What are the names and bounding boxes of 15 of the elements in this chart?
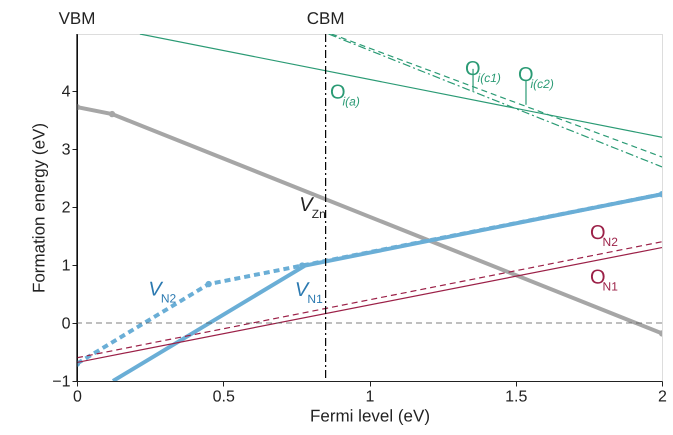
y-tick-label: 2 [62, 199, 71, 216]
x-tick-label: 1 [366, 388, 375, 406]
y-tick-label: −1 [52, 374, 71, 390]
y-tick-label: 4 [62, 83, 71, 100]
x-tick-label: 0 [73, 388, 82, 406]
y-tick-label: 0 [62, 315, 71, 332]
x-tick-label: 0.5 [212, 388, 235, 406]
x-tick-label: 1.5 [505, 388, 528, 406]
ref-line-label: CBM [306, 9, 345, 28]
y-tick-label: 1 [62, 257, 71, 274]
y-tick-label: 3 [62, 141, 71, 158]
x-axis-title: Fermi level (eV) [310, 406, 430, 426]
y-axis-title: Formation energy (eV) [29, 122, 48, 294]
ref-line-label: VBM [58, 9, 96, 28]
x-tick-label: 2 [658, 388, 668, 406]
